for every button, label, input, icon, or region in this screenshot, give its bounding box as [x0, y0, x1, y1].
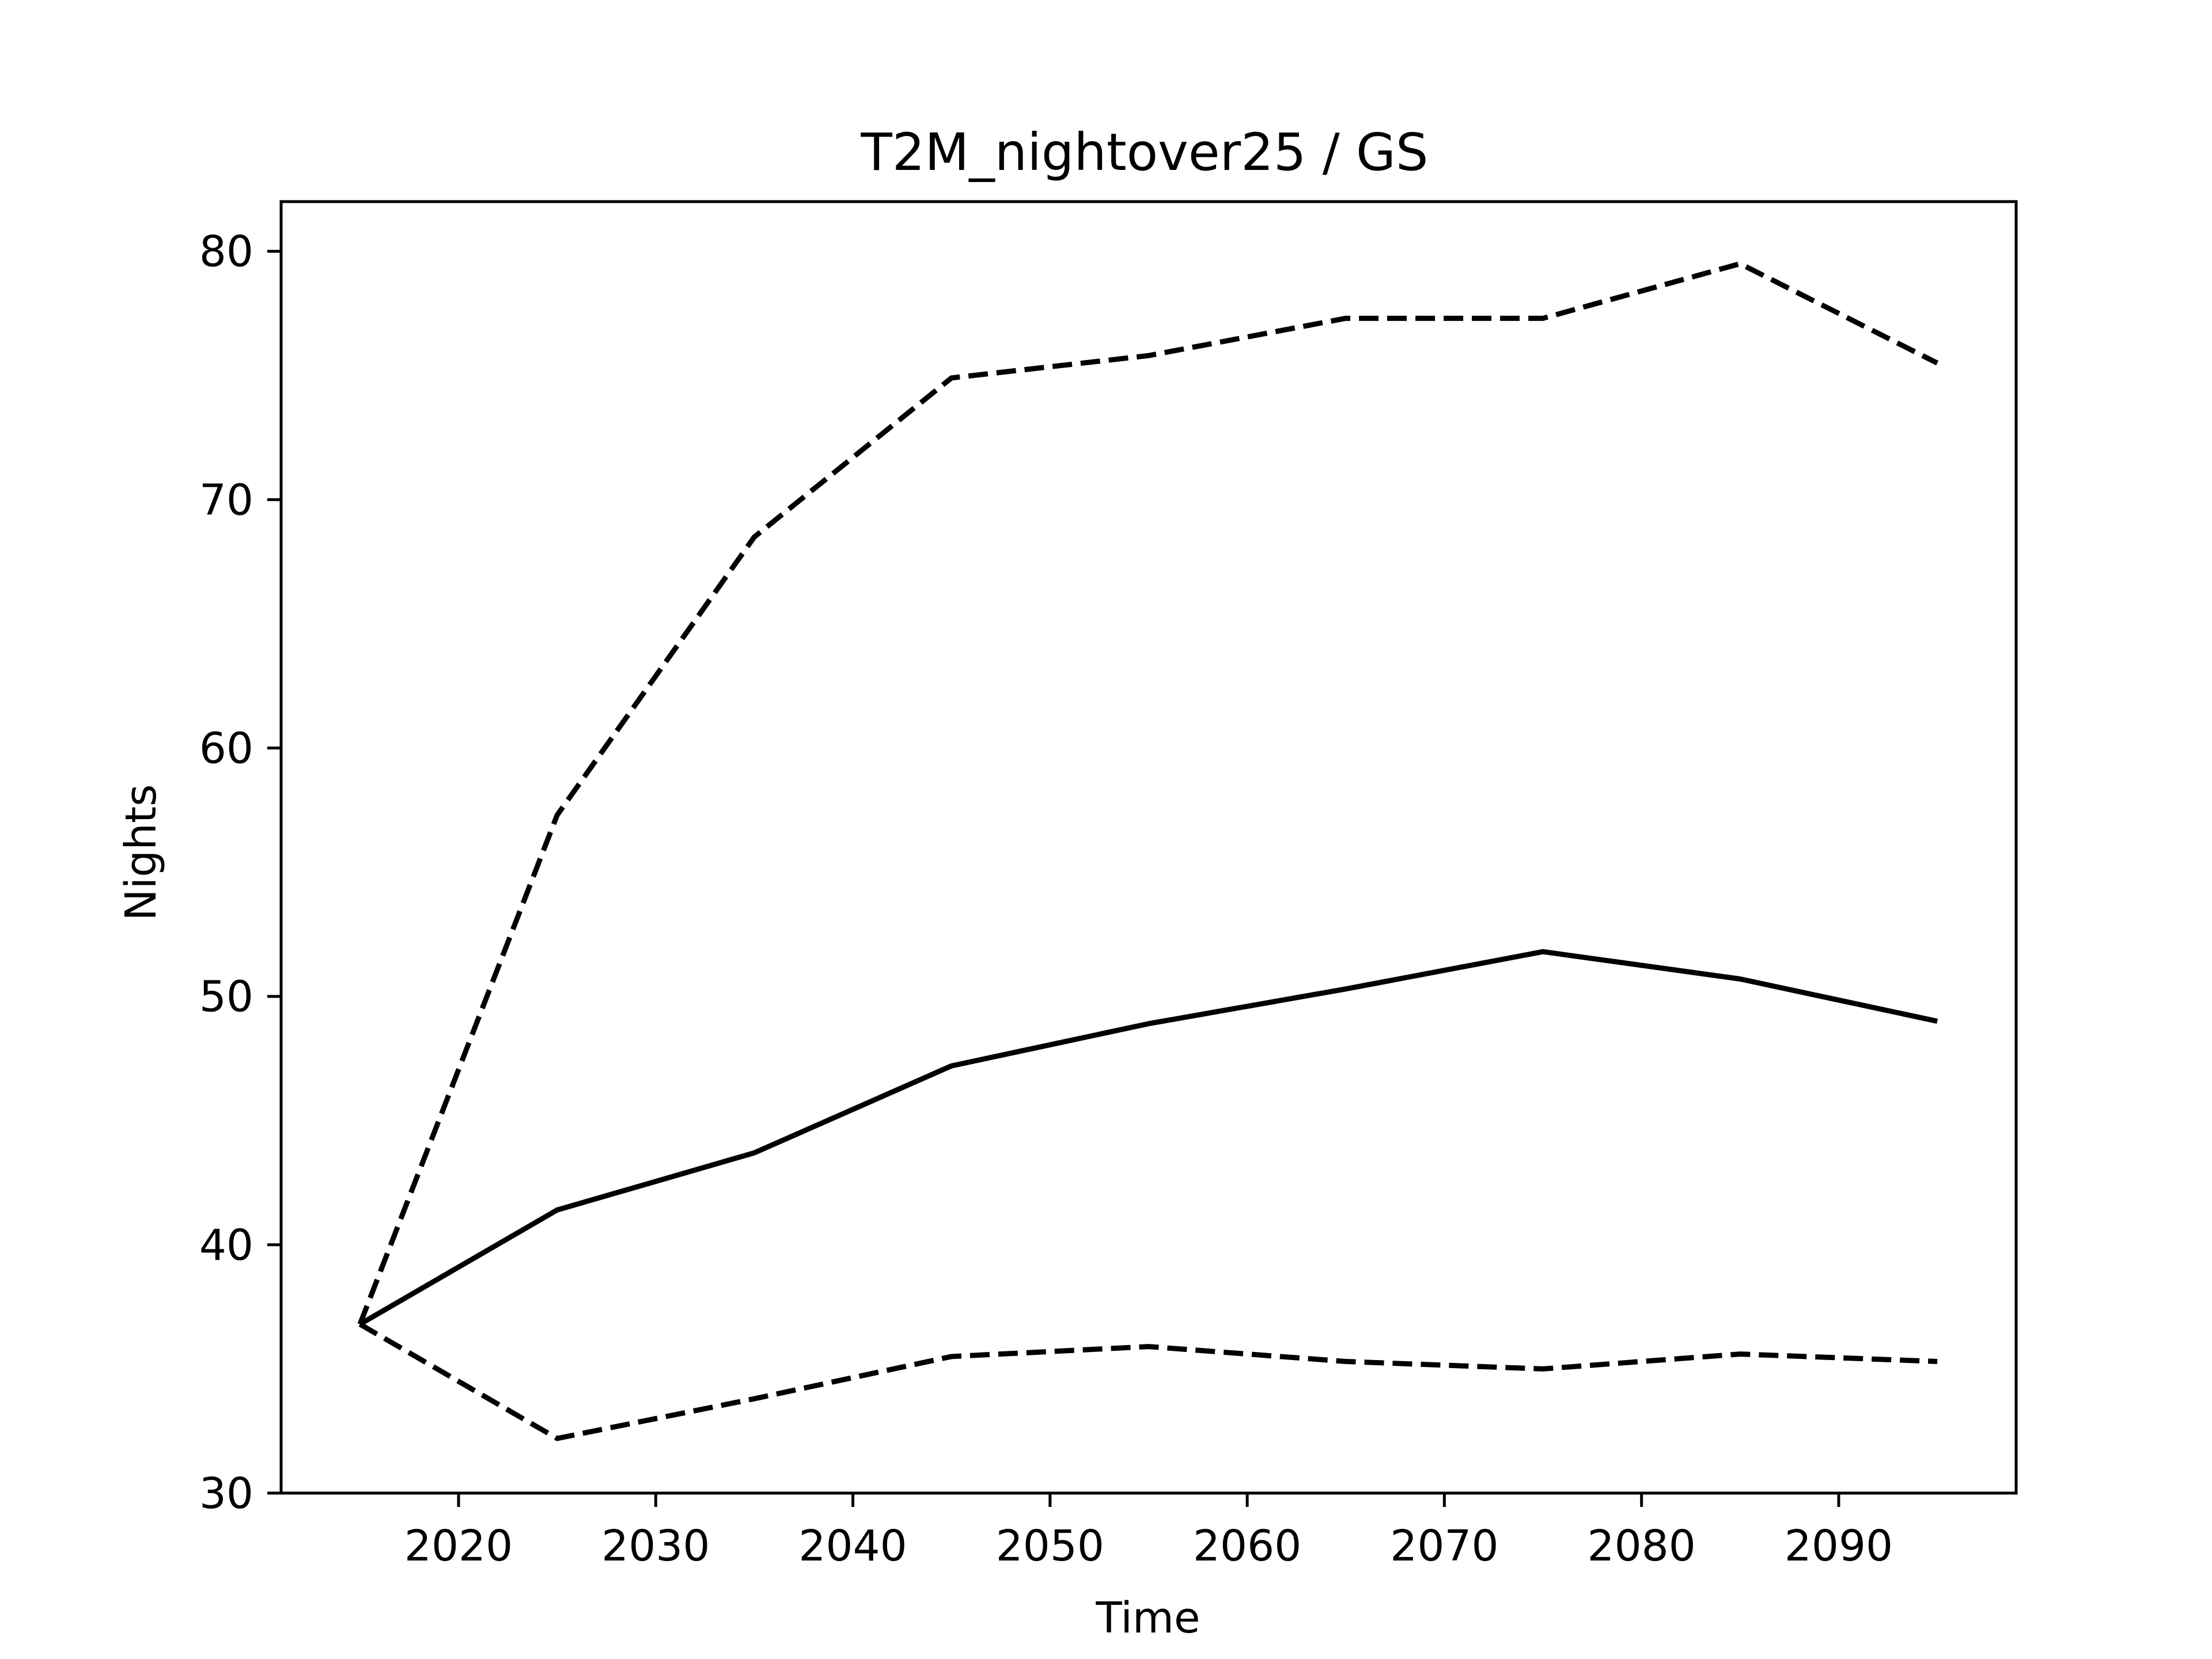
y-tick-label: 80: [199, 227, 253, 276]
x-axis-label: Time: [1095, 1593, 1200, 1643]
x-tick-label: 2080: [1588, 1521, 1696, 1571]
y-axis: 30 40 50 60 70 80: [199, 227, 281, 1518]
y-tick-label: 50: [199, 972, 253, 1022]
x-tick-label: 2040: [798, 1521, 907, 1571]
y-tick-label: 60: [199, 724, 253, 774]
series-line-3: [358, 1321, 1938, 1441]
plot-frame: [279, 200, 2018, 1495]
x-tick-label: 2030: [601, 1521, 710, 1571]
x-tick-label: 2070: [1390, 1521, 1498, 1571]
y-axis-label: Nights: [116, 784, 166, 921]
x-tick-label: 2060: [1193, 1521, 1301, 1571]
x-tick-label: 2020: [404, 1521, 513, 1571]
series-layer: [357, 261, 1939, 1441]
series-line-1: [357, 261, 1939, 1325]
y-tick-label: 40: [199, 1221, 253, 1270]
series-line-2: [358, 949, 1938, 1327]
chart-title: T2M_nightover25 / GS: [861, 122, 1429, 182]
y-tick-label: 70: [199, 475, 253, 525]
x-tick-label: 2050: [996, 1521, 1104, 1571]
x-tick-label: 2090: [1785, 1521, 1893, 1571]
x-axis: 2020 2030 2040 2050 2060 2070 2080 2090: [404, 1493, 1893, 1571]
y-tick-label: 30: [199, 1469, 253, 1518]
